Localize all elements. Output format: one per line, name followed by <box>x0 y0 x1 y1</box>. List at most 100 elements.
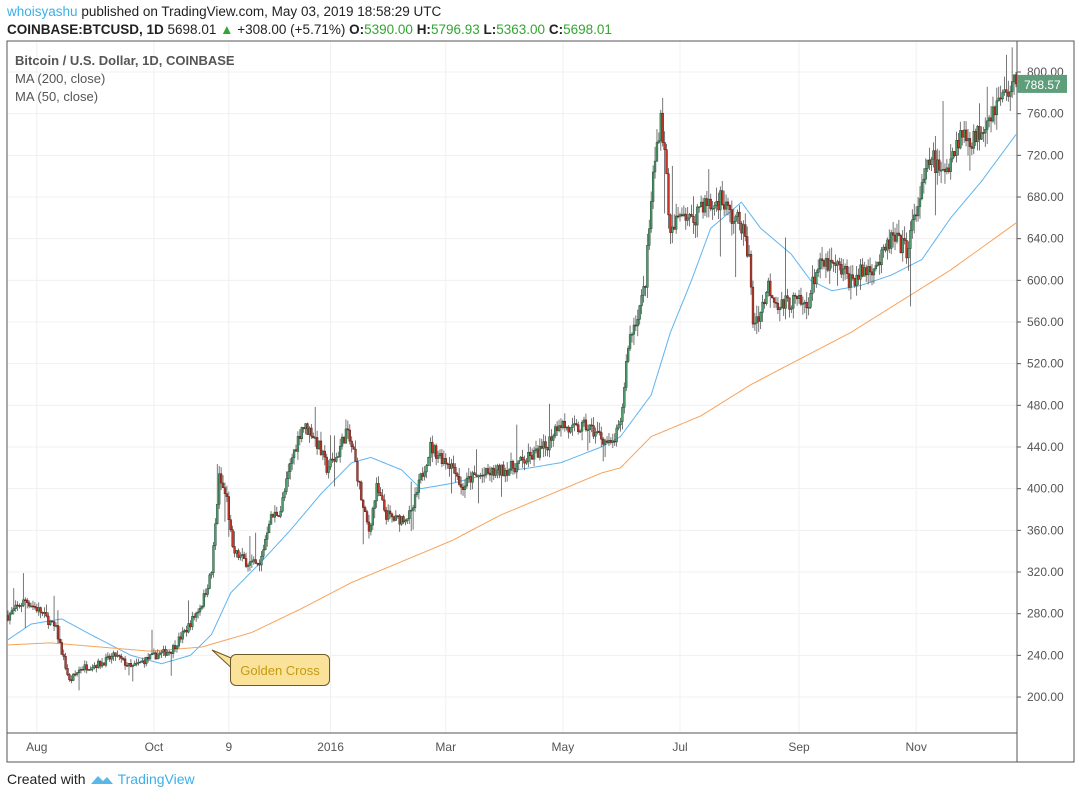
candle-up <box>79 669 83 671</box>
candle-up <box>997 97 1000 102</box>
candle-down <box>108 655 111 660</box>
candle-down <box>114 652 117 657</box>
candle-up <box>37 607 40 612</box>
candle-down <box>928 159 931 165</box>
candle-down <box>385 509 388 520</box>
candle-down <box>331 458 334 461</box>
candle-up <box>77 669 81 673</box>
candle-up <box>625 361 628 388</box>
legend-ma50[interactable]: MA (50, close) <box>15 89 99 104</box>
candle-up <box>715 201 718 206</box>
candle-up <box>580 422 584 432</box>
candle-down <box>118 654 121 657</box>
candle-up <box>882 246 885 251</box>
candle-down <box>18 605 21 607</box>
candle-down <box>897 232 901 236</box>
candle-up <box>686 217 689 221</box>
candle-down <box>795 295 799 300</box>
legend-ma200[interactable]: MA (200, close) <box>15 71 106 86</box>
candle-up <box>617 424 620 429</box>
candle-down <box>868 266 872 273</box>
candle-down <box>421 473 424 477</box>
candle-up <box>75 672 79 675</box>
candle-down <box>899 235 902 254</box>
candle-down <box>147 657 150 660</box>
candle-down <box>223 487 227 494</box>
candle-down <box>891 232 895 236</box>
candle-up <box>116 654 119 657</box>
candle-down <box>669 214 672 233</box>
price-axis-label: 360.00 <box>1027 523 1064 537</box>
candle-up <box>963 129 966 138</box>
candle-up <box>162 649 165 653</box>
candle-down <box>56 625 60 640</box>
candle-up <box>801 303 805 305</box>
candle-up <box>400 516 403 525</box>
candle-down <box>342 436 346 444</box>
candle-up <box>20 605 23 607</box>
candle-down <box>277 515 280 517</box>
candle-down <box>243 554 246 559</box>
candle-up <box>653 160 657 173</box>
candle-down <box>555 426 559 431</box>
candle-up <box>627 348 630 362</box>
candle-up <box>168 651 171 654</box>
candle-down <box>52 621 56 627</box>
candle-up <box>267 523 271 534</box>
candle-up <box>607 440 611 443</box>
candle-up <box>22 599 25 606</box>
low-label: L: <box>483 22 497 37</box>
candle-up <box>210 572 213 576</box>
candle-down <box>511 461 515 469</box>
price-axis-label: 400.00 <box>1027 482 1064 496</box>
candle-up <box>450 463 453 469</box>
candle-up <box>945 167 949 172</box>
candle-down <box>563 421 566 428</box>
candle-up <box>525 461 528 464</box>
candle-up <box>289 463 292 472</box>
candle-down <box>81 669 85 671</box>
candle-up <box>698 206 701 209</box>
candle-down <box>799 295 803 305</box>
candle-up <box>483 474 486 477</box>
price-axis-label: 560.00 <box>1027 315 1064 329</box>
candle-down <box>684 213 687 221</box>
candle-down <box>350 440 353 447</box>
candle-up <box>517 460 520 464</box>
candle-down <box>749 254 753 288</box>
candle-down <box>258 563 261 566</box>
candle-down <box>492 467 495 476</box>
candle-down <box>231 529 234 547</box>
candle-down <box>154 652 157 660</box>
candle-up <box>127 663 131 667</box>
candle-up <box>340 436 344 447</box>
candle-up <box>14 604 17 609</box>
author-link[interactable]: whoisyashu <box>7 4 78 19</box>
candle-down <box>244 558 248 567</box>
candle-up <box>133 663 136 666</box>
candle-up <box>404 520 407 523</box>
candle-up <box>936 159 939 173</box>
candle-up <box>191 616 194 628</box>
candle-up <box>337 456 340 458</box>
candle-up <box>619 421 622 426</box>
candle-up <box>642 286 645 296</box>
candle-down <box>738 211 741 224</box>
candle-down <box>575 423 578 426</box>
price-axis-label: 320.00 <box>1027 565 1064 579</box>
candle-up <box>54 625 58 627</box>
candle-up <box>504 470 507 477</box>
candle-up <box>651 171 655 202</box>
candle-up <box>43 612 46 614</box>
candle-down <box>95 665 98 668</box>
candle-up <box>736 211 739 217</box>
candle-down <box>452 463 455 468</box>
candle-up <box>181 631 184 640</box>
candle-up <box>880 249 883 266</box>
low-value: 5363.00 <box>496 22 546 37</box>
candle-down <box>740 223 743 234</box>
candle-down <box>857 274 860 280</box>
tradingview-link[interactable]: TradingView <box>117 771 195 787</box>
candle-down <box>227 496 230 520</box>
